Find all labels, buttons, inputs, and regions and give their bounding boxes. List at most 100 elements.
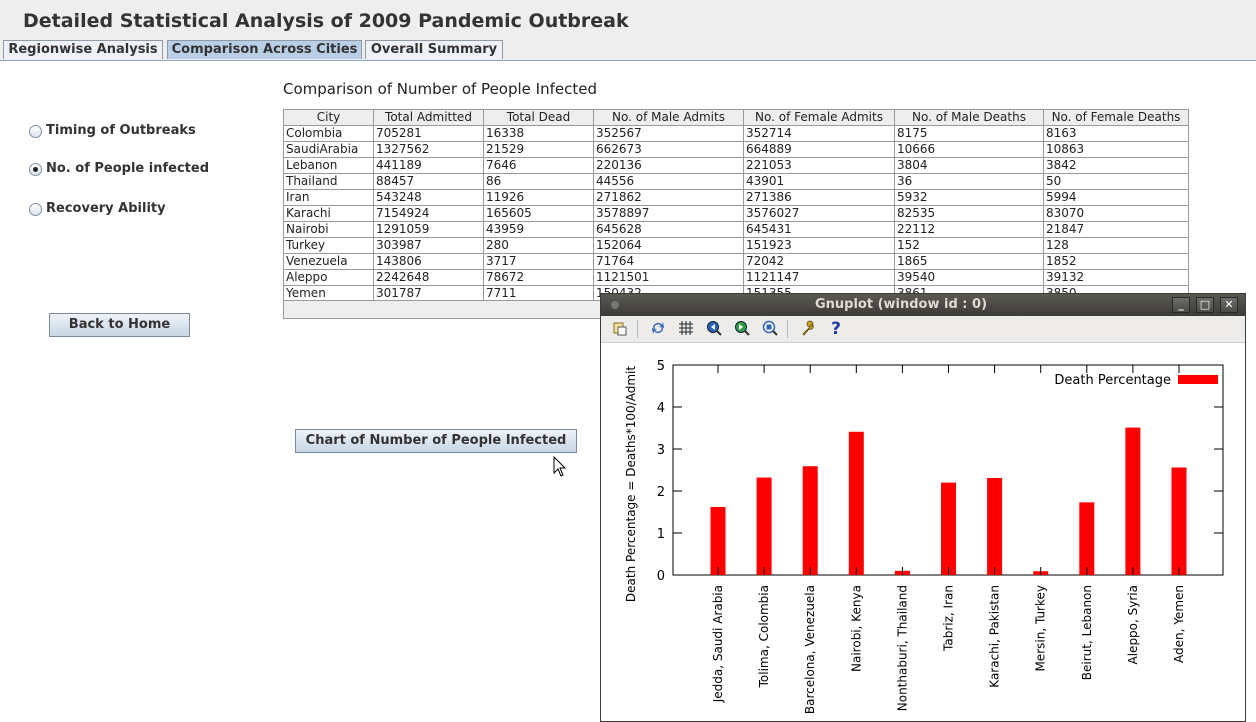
replot-icon[interactable]: [649, 320, 667, 338]
table-cell: 8175: [894, 125, 1044, 142]
table-cell: 645431: [743, 221, 895, 238]
close-button[interactable]: ✕: [1220, 297, 1238, 313]
bar: [1171, 467, 1187, 575]
grid-icon[interactable]: [677, 320, 695, 338]
toolbar-separator: [637, 320, 638, 338]
table-header-row: City Total Admitted Total Dead No. of Male …: [283, 109, 1189, 126]
table-cell: Iran: [283, 189, 374, 206]
y-axis-label: Death Percentage = Deaths*100/Admit: [624, 366, 638, 602]
chart-of-number-of-people-infected-button[interactable]: Chart of Number of People Infected: [295, 429, 577, 453]
column-header[interactable]: Total Admitted: [373, 109, 484, 126]
radio-circle-icon[interactable]: [29, 125, 42, 138]
column-header[interactable]: No. of Female Admits: [743, 109, 895, 126]
y-tick-label: 3: [657, 443, 665, 458]
y-tick-label: 2: [657, 485, 665, 500]
table-cell: 36: [894, 173, 1044, 190]
app-title-bar: Detailed Statistical Analysis of 2009 Pa…: [0, 0, 1256, 40]
table-cell: SaudiArabia: [283, 141, 374, 158]
table-row[interactable]: Venezuela 143806 3717 71764 72042 1865 1852: [283, 253, 1189, 270]
gnuplot-toolbar: ?: [601, 316, 1245, 343]
table-row[interactable]: Colombia 705281 16338 352567 352714 8175 8163: [283, 125, 1189, 142]
autoscale-icon[interactable]: [761, 320, 779, 338]
radio-label: Recovery Ability: [46, 201, 166, 216]
back-to-home-button[interactable]: Back to Home: [49, 313, 190, 337]
column-header[interactable]: No. of Female Deaths: [1043, 109, 1189, 126]
table-row[interactable]: Lebanon 441189 7646 220136 221053 3804 3842: [283, 157, 1189, 174]
y-tick-label: 1: [657, 527, 665, 542]
table-cell: 543248: [373, 189, 484, 206]
table-cell: 7646: [483, 157, 594, 174]
gnuplot-plot-area: 0 1 2 3 4 5 Jedda, Saudi Arabia Tolima, Colomb…: [601, 343, 1245, 721]
table-row[interactable]: Aleppo 2242648 78672 1121501 1121147 39540 391…: [283, 269, 1189, 286]
table-cell: 43959: [483, 221, 594, 238]
radio-circle-icon[interactable]: [29, 203, 42, 216]
previous-zoom-icon[interactable]: [705, 320, 723, 338]
maximize-button[interactable]: □: [1196, 297, 1214, 313]
table-cell: Venezuela: [283, 253, 374, 270]
preferences-wrench-icon[interactable]: [799, 320, 817, 338]
window-menu-icon[interactable]: [611, 301, 619, 309]
table-row[interactable]: Nairobi 1291059 43959 645628 645431 22112 2184…: [283, 221, 1189, 238]
column-header[interactable]: Total Dead: [483, 109, 594, 126]
table-cell: 705281: [373, 125, 484, 142]
table-cell: 10666: [894, 141, 1044, 158]
column-header[interactable]: City: [283, 109, 374, 126]
table-cell: 152064: [593, 237, 744, 254]
table-cell: 1327562: [373, 141, 484, 158]
bar: [1125, 427, 1141, 575]
table-cell: 71764: [593, 253, 744, 270]
table-cell: 44556: [593, 173, 744, 190]
minimize-button[interactable]: _: [1172, 297, 1190, 313]
bar: [941, 482, 956, 575]
table-cell: 152: [894, 237, 1044, 254]
table-row[interactable]: Iran 543248 11926 271862 271386 5932 5994: [283, 189, 1189, 206]
x-tick-label: Nairobi, Kenya: [849, 585, 863, 672]
table-cell: 220136: [593, 157, 744, 174]
tab-comparison-across-cities[interactable]: Comparison Across Cities: [167, 40, 362, 59]
table-cell: 143806: [373, 253, 484, 270]
y-tick-label: 0: [657, 569, 665, 584]
radio-label: Timing of Outbreaks: [46, 123, 196, 138]
next-zoom-icon[interactable]: [733, 320, 751, 338]
table-cell: 43901: [743, 173, 895, 190]
gnuplot-window[interactable]: Gnuplot (window id : 0) _ □ ✕ ?: [600, 293, 1246, 722]
table-row[interactable]: SaudiArabia 1327562 21529 662673 664889 10666…: [283, 141, 1189, 158]
table-cell: 1291059: [373, 221, 484, 238]
table-cell: 221053: [743, 157, 895, 174]
table-cell: 3842: [1043, 157, 1189, 174]
table-cell: 88457: [373, 173, 484, 190]
radio-checked-icon[interactable]: [29, 163, 42, 176]
y-tick-label: 4: [657, 401, 665, 416]
bar: [802, 466, 818, 575]
table-cell: 662673: [593, 141, 744, 158]
tab-overall-summary[interactable]: Overall Summary: [365, 40, 503, 59]
column-header[interactable]: No. of Male Admits: [593, 109, 744, 126]
tab-regionwise-analysis[interactable]: Regionwise Analysis: [3, 40, 163, 59]
table-cell: 7154924: [373, 205, 484, 222]
table-cell: 151923: [743, 237, 895, 254]
table-cell: 1121501: [593, 269, 744, 286]
table-row[interactable]: Karachi 7154924 165605 3578897 3576027 82535 8…: [283, 205, 1189, 222]
bar: [1079, 502, 1095, 575]
death-percentage-chart: 0 1 2 3 4 5 Jedda, Saudi Arabia Tolima, Colomb…: [624, 359, 1224, 714]
x-tick-label: Aleppo, Syria: [1126, 585, 1140, 664]
table-cell: 2242648: [373, 269, 484, 286]
help-icon[interactable]: ?: [831, 319, 841, 339]
table-cell: Aleppo: [283, 269, 374, 286]
table-cell: 1865: [894, 253, 1044, 270]
table-cell: Colombia: [283, 125, 374, 142]
legend-label: Death Percentage: [1054, 373, 1171, 388]
table-cell: 22112: [894, 221, 1044, 238]
copy-clipboard-icon[interactable]: [611, 320, 629, 338]
table-cell: Turkey: [283, 237, 374, 254]
gnuplot-titlebar[interactable]: Gnuplot (window id : 0) _ □ ✕: [601, 294, 1245, 316]
table-cell: 1852: [1043, 253, 1189, 270]
table-cell: 39132: [1043, 269, 1189, 286]
table-cell: Nairobi: [283, 221, 374, 238]
table-row[interactable]: Turkey 303987 280 152064 151923 152 128: [283, 237, 1189, 254]
table-cell: 5932: [894, 189, 1044, 206]
table-row[interactable]: Thailand 88457 86 44556 43901 36 50: [283, 173, 1189, 190]
table-cell: 128: [1043, 237, 1189, 254]
column-header[interactable]: No. of Male Deaths: [894, 109, 1044, 126]
table-cell: 11926: [483, 189, 594, 206]
